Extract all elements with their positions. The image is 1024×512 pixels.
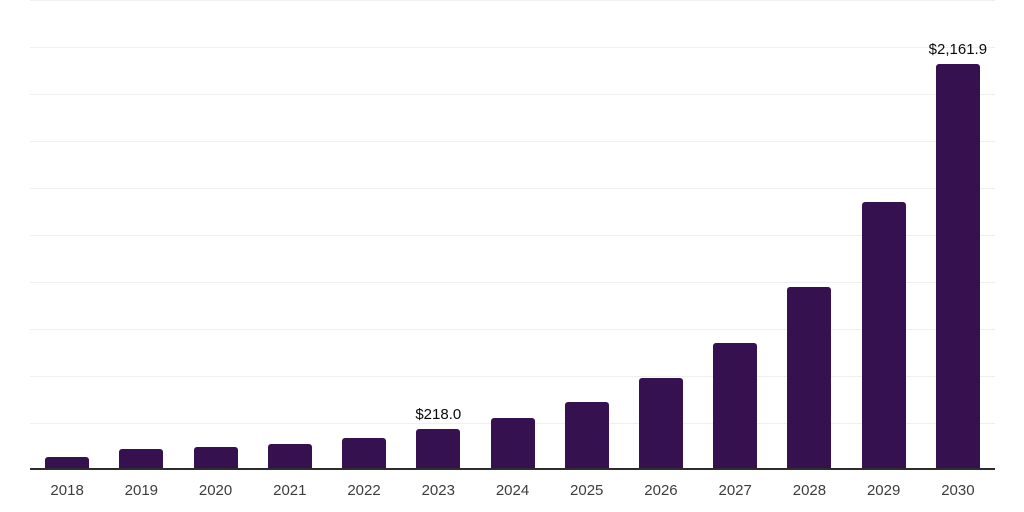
gridline-2250 bbox=[30, 47, 995, 48]
bar-2029 bbox=[861, 201, 906, 470]
x-tick-2020: 2020 bbox=[198, 482, 233, 499]
x-tick-2026: 2026 bbox=[644, 482, 678, 499]
bar-value-label-2030: $2,161.9 bbox=[928, 40, 988, 58]
bar-2025 bbox=[564, 401, 609, 470]
gridline-2500 bbox=[30, 0, 995, 1]
bar-value-label-2023: $218.0 bbox=[415, 406, 462, 424]
bar-2024 bbox=[490, 417, 535, 470]
x-tick-2019: 2019 bbox=[124, 482, 159, 499]
bar-2021 bbox=[267, 444, 312, 470]
bar-2020 bbox=[193, 447, 238, 470]
gridline-1000 bbox=[30, 282, 995, 283]
bar-2027 bbox=[713, 342, 758, 470]
x-tick-2022: 2022 bbox=[347, 482, 381, 499]
bar-2018 bbox=[45, 457, 90, 470]
bar-2026 bbox=[638, 378, 683, 470]
x-tick-2025: 2025 bbox=[570, 482, 604, 499]
gridline-750 bbox=[30, 329, 995, 330]
bar-2030 bbox=[935, 63, 980, 470]
x-axis-labels: 2018 2019 2020 2021 2022 2023 2024 2025 2026 2027… bbox=[30, 481, 995, 505]
plot-area: $218.0 $2,161.9 bbox=[30, 0, 995, 470]
gridline-1250 bbox=[30, 235, 995, 236]
x-tick-2018: 2018 bbox=[50, 482, 84, 499]
x-tick-2021: 2021 bbox=[273, 482, 307, 499]
gridline-500 bbox=[30, 376, 995, 377]
x-axis-line bbox=[30, 468, 995, 470]
x-tick-2029: 2029 bbox=[866, 482, 901, 499]
x-tick-2024: 2024 bbox=[495, 482, 530, 499]
x-tick-2023: 2023 bbox=[421, 482, 455, 499]
x-tick-2030: 2030 bbox=[941, 482, 975, 499]
gridline-1750 bbox=[30, 141, 995, 142]
bar-2028 bbox=[787, 287, 832, 470]
gridline-2000 bbox=[30, 94, 995, 95]
bar-2022 bbox=[342, 438, 387, 470]
bar-2019 bbox=[119, 448, 164, 470]
x-tick-2027: 2027 bbox=[718, 482, 752, 499]
x-tick-2028: 2028 bbox=[792, 482, 827, 499]
gridline-1500 bbox=[30, 188, 995, 189]
bar-2023 bbox=[416, 429, 461, 470]
